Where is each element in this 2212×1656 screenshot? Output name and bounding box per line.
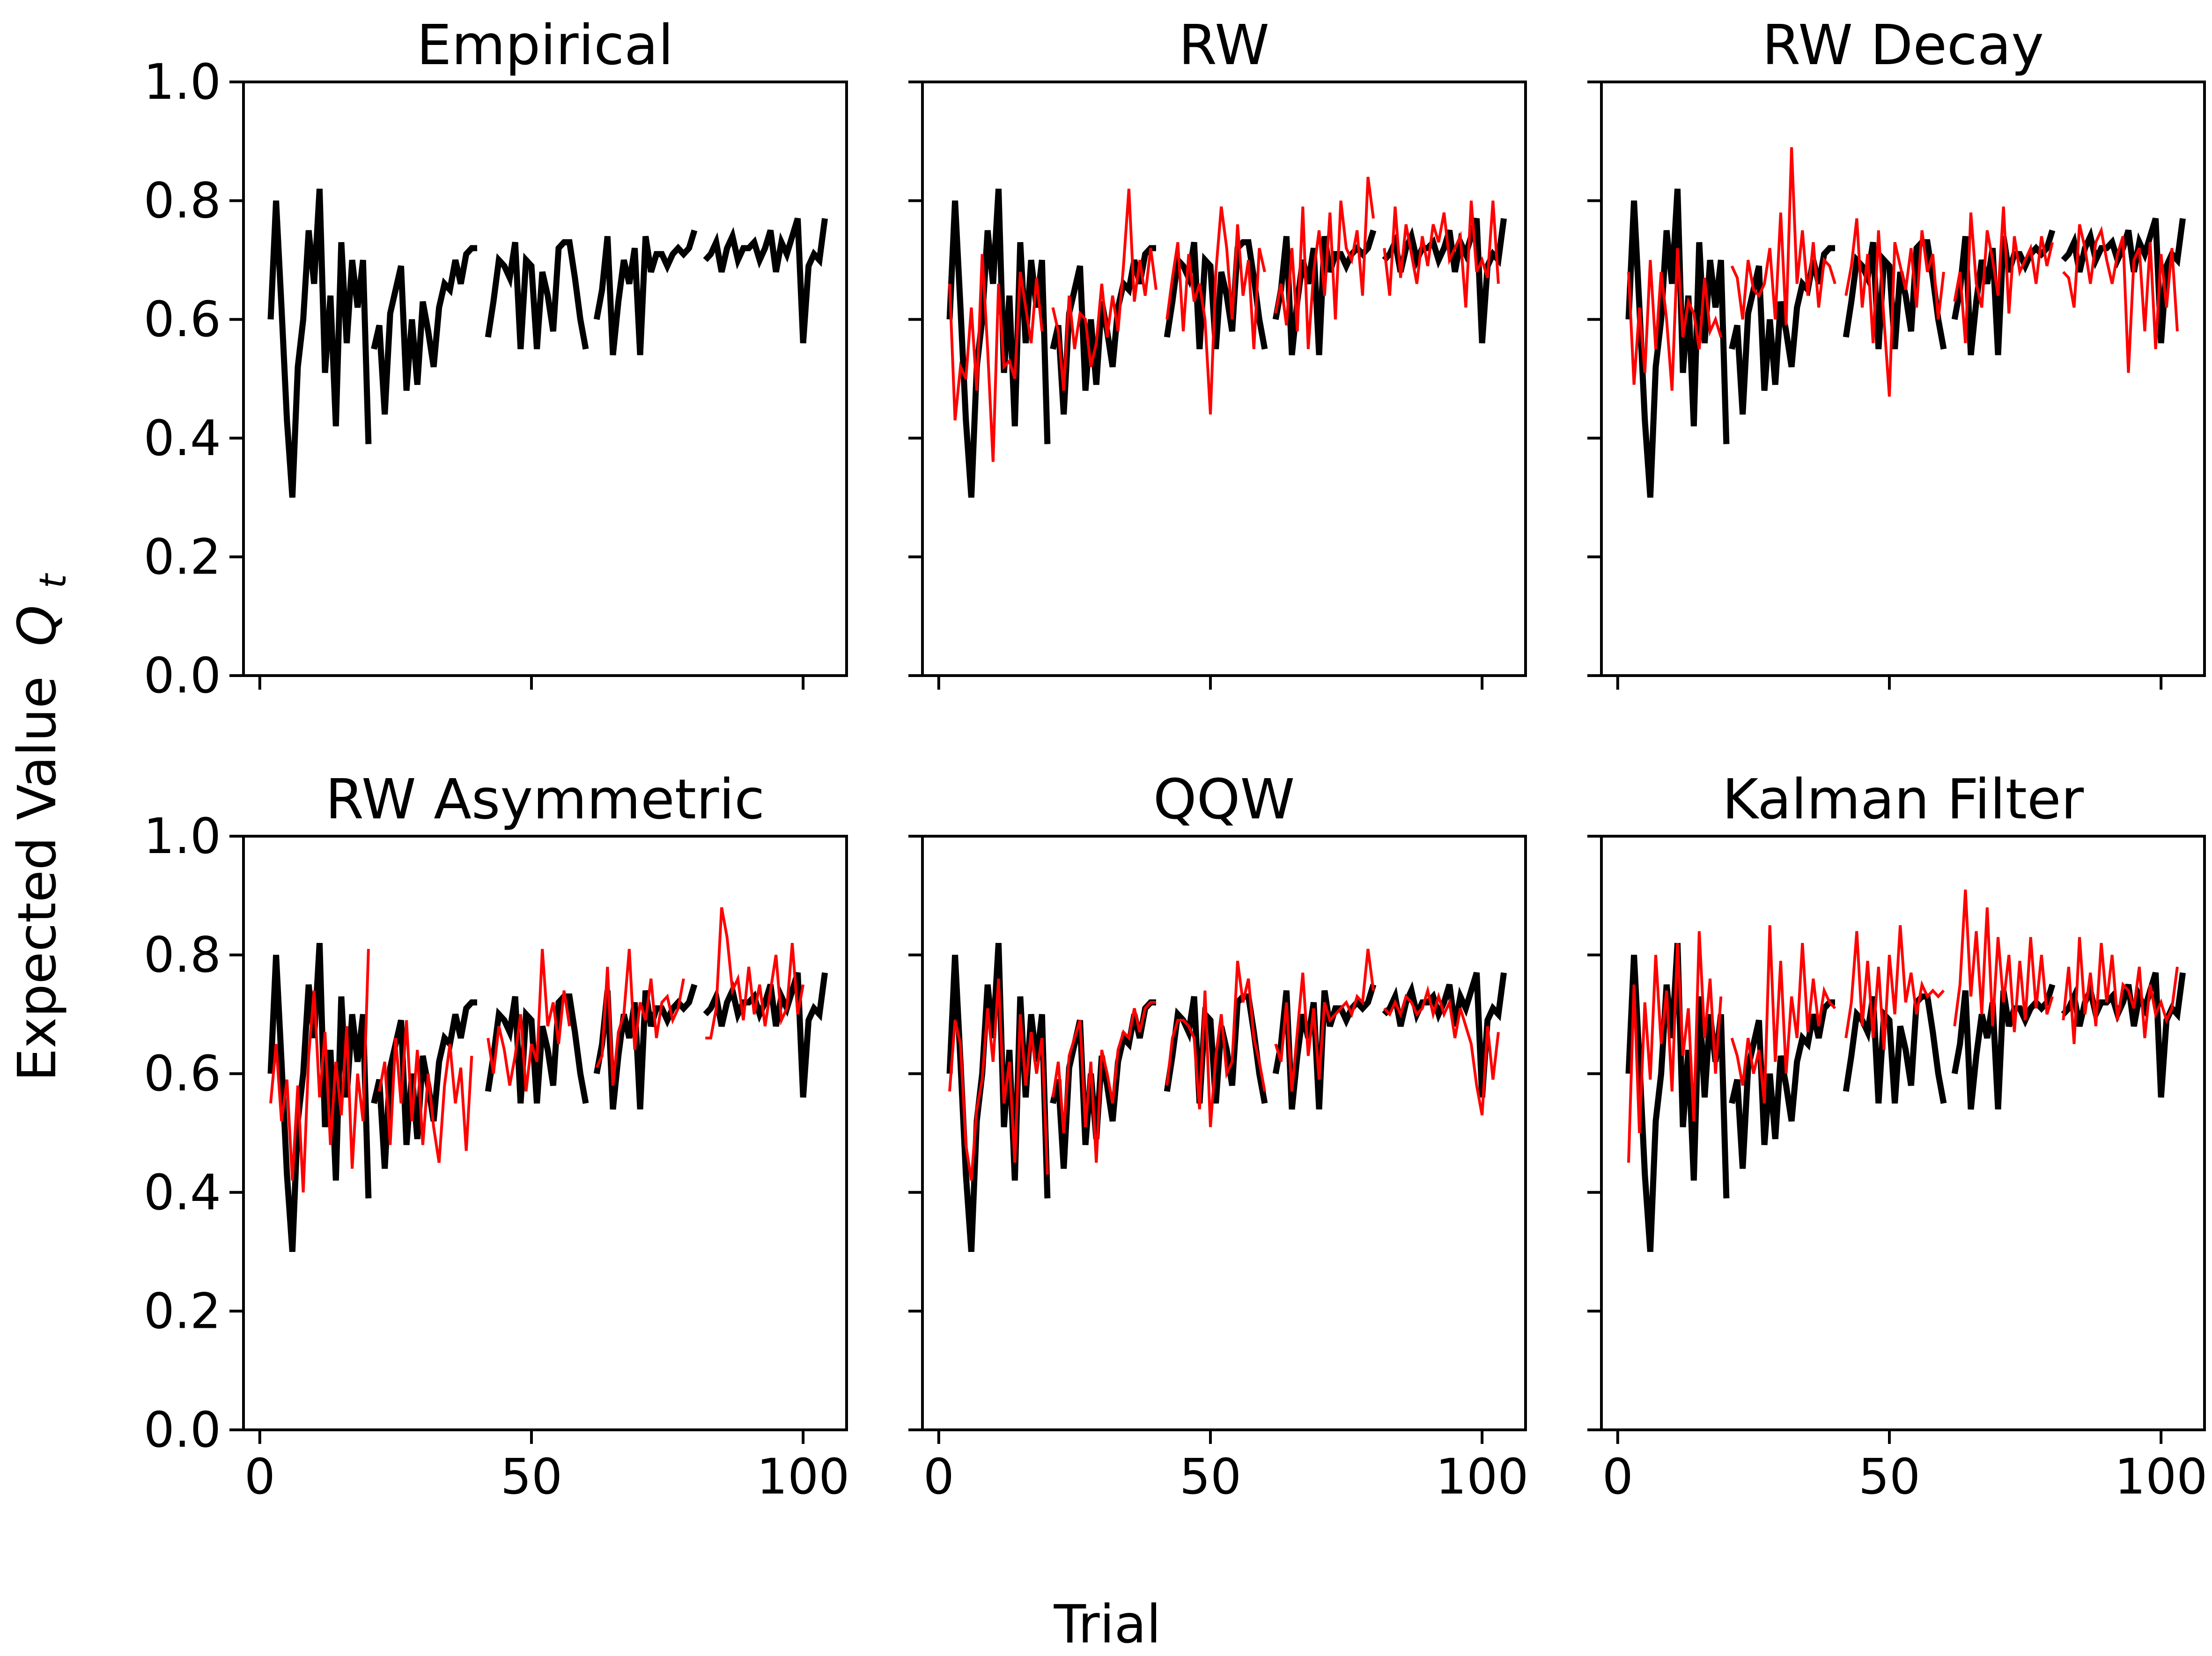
panel-6-model-line-segment-5 [2062, 937, 2179, 1045]
panel-5-axes-frame [921, 835, 1527, 1431]
panel-3-axes-frame [1600, 81, 2206, 677]
panel-1-ytick-label-1: 0.2 [144, 528, 221, 585]
y-axis-label-text: Expected Value [7, 676, 68, 1082]
panel-1-ytick-label-4: 0.8 [144, 172, 221, 229]
panel-4-ytick-label-0: 0.0 [144, 1401, 221, 1458]
panel-4-ytick-label-1: 0.2 [144, 1282, 221, 1340]
panel-4-empirical-line-segment-5 [703, 972, 828, 1098]
panel-6-axes-frame [1600, 835, 2206, 1431]
panel-6-empirical-line-segment-2 [1729, 999, 1835, 1169]
x-axis-label: Trial [1054, 1594, 1161, 1655]
panel-3-empirical-line-segment-1 [1625, 188, 1730, 498]
panel-4-ytick-label-2: 0.4 [144, 1164, 221, 1221]
y-axis-label-symbol: Q [7, 605, 68, 646]
panel-4-model-line-segment-3 [487, 949, 571, 1092]
panel-1-axes-frame [242, 81, 848, 677]
panel-4-model-line-segment-5 [705, 907, 805, 1040]
panel-4-xtick-label-0: 0 [244, 1448, 275, 1505]
panel-5-xtick-label-1: 50 [1180, 1448, 1241, 1505]
panel-5-model-line-segment-1 [948, 979, 1049, 1181]
panel-3-empirical-line-segment-3 [1843, 239, 1947, 350]
panel-4-ytick-label-3: 0.6 [144, 1045, 221, 1102]
panel-4: RW Asymmetric 0.0 0.2 0.4 0.6 0.8 1.0 0 50 100 [144, 767, 850, 1505]
panel-4-model-line-segment-4 [595, 949, 685, 1086]
panel-1-title: Empirical [417, 13, 673, 77]
panel-6-xtick-label-0: 0 [1602, 1448, 1633, 1505]
panel-2-model-line-segment-4 [1274, 177, 1375, 349]
panel-4-ytick-label-5: 1.0 [144, 808, 221, 865]
panel-3-model-line-segment-2 [1730, 147, 1836, 326]
panel-5-empirical-line-segment-1 [946, 942, 1051, 1252]
panel-4-xtick-label-2: 100 [757, 1448, 850, 1505]
panel-4-title: RW Asymmetric [325, 767, 765, 832]
panel-4-model-line-segment-2 [378, 1020, 473, 1163]
panel-4-xtick-label-1: 50 [501, 1448, 562, 1505]
panel-2-empirical-line-segment-1 [946, 188, 1051, 498]
panel-1-ytick-label-5: 1.0 [144, 53, 221, 110]
panel-6-model-line-segment-2 [1730, 925, 1836, 1104]
panel-2: RW [908, 13, 1527, 690]
panel-6-model-line-segment-1 [1627, 931, 1723, 1163]
panel-2-empirical-line-segment-4 [1272, 229, 1377, 355]
panel-1-ytick-label-2: 0.4 [144, 410, 221, 467]
panel-4-empirical-line-segment-1 [267, 942, 372, 1252]
panel-6-model-line-segment-3 [1844, 925, 1945, 1050]
panel-1-ytick-label-3: 0.6 [144, 291, 221, 348]
panel-2-model-line-segment-2 [1051, 188, 1158, 391]
panel-2-empirical-line-segment-3 [1164, 239, 1268, 350]
panel-4-model-line-segment-1 [269, 949, 370, 1192]
panel-1-empirical-line-segment-4 [593, 229, 698, 355]
panel-2-model-line-segment-5 [1383, 200, 1500, 308]
panel-6: Kalman Filter 0 50 100 [1587, 767, 2207, 1505]
panel-1-plot-area [267, 188, 828, 498]
panel-4-ytick-label-4: 0.8 [144, 927, 221, 984]
panel-1-empirical-line-segment-2 [371, 245, 477, 415]
panel-3-empirical-line-segment-4 [1951, 229, 2056, 355]
panel-6-xtick-label-2: 100 [2115, 1448, 2208, 1505]
panel-5-empirical-line-segment-2 [1050, 999, 1156, 1169]
panel-6-title: Kalman Filter [1722, 767, 2084, 832]
panel-2-title: RW [1179, 13, 1269, 77]
panel-5-model-line-segment-2 [1051, 1001, 1156, 1163]
panel-1-empirical-line-segment-3 [485, 239, 589, 350]
panel-5-empirical-line-segment-4 [1272, 984, 1377, 1110]
panel-5-plot-area [946, 942, 1507, 1252]
panel-4-plot-area [267, 907, 828, 1252]
panel-6-xtick-label-1: 50 [1858, 1448, 1920, 1505]
panel-4-axes-frame [242, 835, 848, 1431]
panel-2-plot-area [946, 177, 1507, 498]
panel-5-model-line-segment-3 [1165, 960, 1266, 1127]
panel-3-model-line-segment-1 [1627, 248, 1723, 391]
panel-1-empirical-line-segment-1 [267, 188, 372, 498]
panel-1: Empirical 0.0 0.2 0.4 0.6 0.8 1.0 [144, 13, 848, 704]
panel-5-model-line-segment-4 [1274, 949, 1375, 1092]
panels: Empirical 0.0 0.2 0.4 0.6 0.8 1.0 RW RW Decay RW … [144, 13, 2208, 1505]
panel-1-ytick-label-0: 0.0 [144, 647, 221, 704]
panel-2-model-line-segment-3 [1165, 206, 1266, 415]
panel-6-empirical-line-segment-5 [2061, 972, 2186, 1098]
panel-3-model-line-segment-5 [2062, 224, 2179, 373]
panel-5-xtick-label-0: 0 [923, 1448, 954, 1505]
panel-5-title: QQW [1153, 767, 1295, 832]
panel-3-plot-area [1625, 147, 2186, 498]
panel-3-model-line-segment-4 [1953, 206, 2054, 344]
panel-3: RW Decay [1587, 13, 2206, 690]
panel-4-empirical-line-segment-2 [371, 999, 477, 1169]
panel-5: QQW 0 50 100 [908, 767, 1528, 1505]
panel-2-axes-frame [921, 81, 1527, 677]
panel-3-model-line-segment-3 [1844, 218, 1945, 397]
y-axis-label-subscript: t [32, 573, 74, 589]
panel-6-model-line-segment-4 [1953, 889, 2054, 1032]
panel-5-xtick-label-2: 100 [1436, 1448, 1529, 1505]
y-axis-label: Expected Value Q t [7, 573, 74, 1082]
panel-6-plot-area [1625, 889, 2186, 1252]
panel-5-model-line-segment-5 [1383, 985, 1500, 1116]
panel-4-empirical-line-segment-3 [485, 993, 589, 1104]
panel-3-title: RW Decay [1762, 13, 2044, 77]
panel-2-model-line-segment-1 [948, 254, 1044, 462]
panel-1-empirical-line-segment-5 [703, 217, 828, 344]
